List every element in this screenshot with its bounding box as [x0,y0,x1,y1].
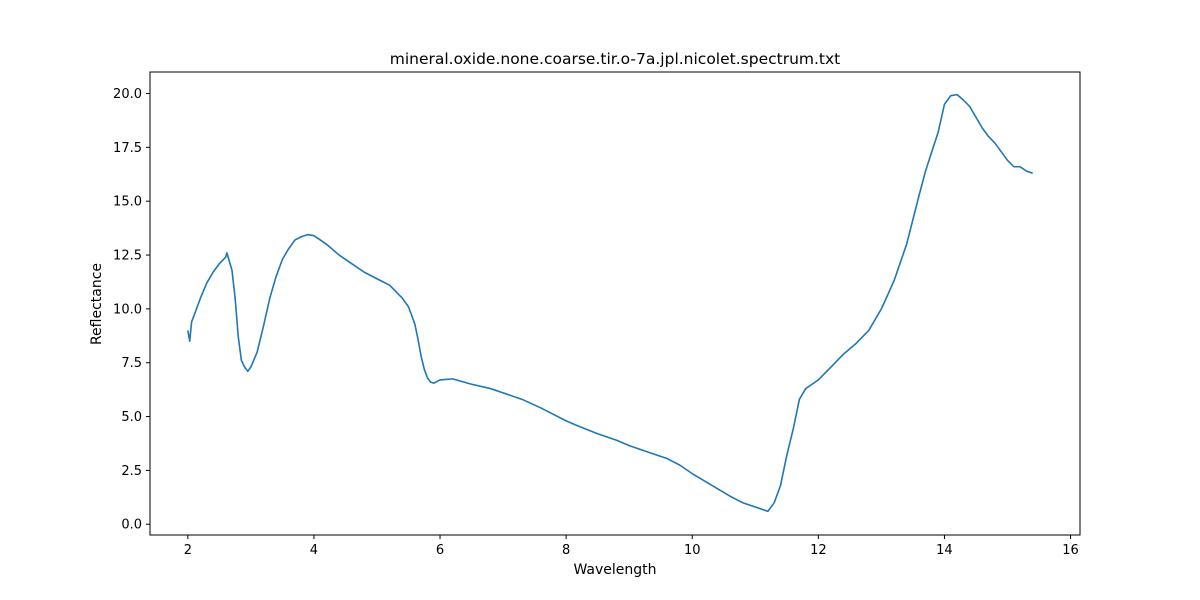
chart-title: mineral.oxide.none.coarse.tir.o-7a.jpl.n… [390,50,841,68]
y-tick-label: 17.5 [113,141,142,156]
series-line-0 [187,93,1033,513]
x-tick-label: 4 [310,543,318,558]
y-tick-label: 2.5 [121,464,142,479]
y-tick-label: 5.0 [121,410,142,425]
y-tick-label: 12.5 [113,249,142,264]
x-tick-label: 14 [936,543,953,558]
x-tick-label: 2 [184,543,192,558]
y-axis-label: Reflectance [89,263,105,345]
x-axis-label: Wavelength [573,562,656,578]
axes-frame [149,71,1081,536]
plot-area: 2 4 6 8 10 12 14 16 0.0 2.5 5.0 7.5 10.0 12.5 15.0 17.5… [113,71,1081,558]
y-tick-label: 15.0 [113,195,142,210]
y-tick-label: 20.0 [113,87,142,102]
y-tick-label: 0.0 [121,518,142,533]
y-tick-label: 7.5 [121,356,142,371]
x-tick-label: 8 [562,543,570,558]
x-tick-label: 10 [684,543,701,558]
x-tick-label: 6 [436,543,444,558]
x-tick-label: 16 [1062,543,1079,558]
x-tick-label: 12 [810,543,827,558]
y-tick-label: 10.0 [113,302,142,317]
